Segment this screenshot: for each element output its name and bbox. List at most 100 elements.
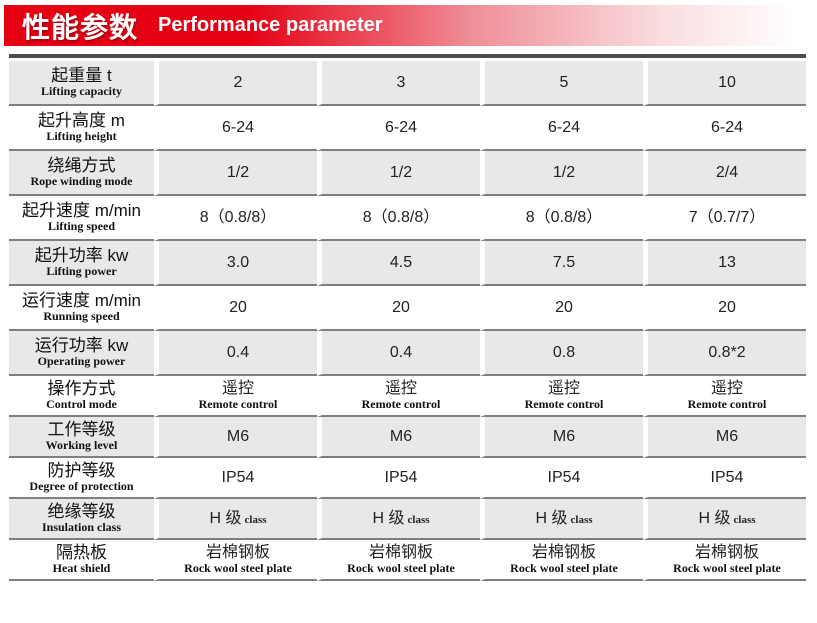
value-sub: Rock wool steel plate xyxy=(673,561,781,576)
value-main: M6 xyxy=(389,427,413,445)
value-cell: 遥控 Remote control xyxy=(154,376,317,417)
value-main: 10 xyxy=(718,73,736,91)
row-label-zh: 绝缘等级 xyxy=(47,501,116,521)
row-label-zh: 运行功率 kw xyxy=(34,335,129,355)
value-cell: 5 xyxy=(480,61,643,106)
row-label-cell: 绕绳方式 Rope winding mode xyxy=(9,151,154,196)
row-label-en: Lifting speed xyxy=(47,219,115,234)
row-label-zh: 操作方式 xyxy=(47,378,116,398)
value-cell: 3 xyxy=(317,61,480,106)
row-label-zh: 绕绳方式 xyxy=(47,155,116,175)
value-cell: 岩棉钢板 Rock wool steel plate xyxy=(317,540,480,581)
value-main: 3 xyxy=(396,73,406,91)
row-label-en: Lifting height xyxy=(46,129,117,144)
value-cell: H 级 class xyxy=(154,499,317,540)
value-main: 岩棉钢板 xyxy=(531,544,596,561)
value-main: 13 xyxy=(718,253,736,271)
value-cell: 7（0.7/7） xyxy=(643,196,806,241)
value-sub: Remote control xyxy=(524,397,604,412)
value-main: IP54 xyxy=(221,468,255,486)
table-row: 运行功率 kw Operating power 0.4 0.4 0.8 0.8*2 xyxy=(9,331,806,376)
value-main: 6-24 xyxy=(710,118,744,136)
value-main: 遥控 xyxy=(384,380,417,397)
value-main: 0.4 xyxy=(226,343,250,361)
row-label-cell: 起升高度 m Lifting height xyxy=(9,106,154,151)
value-cell: 6-24 xyxy=(480,106,643,151)
row-label-cell: 运行速度 m/min Running speed xyxy=(9,286,154,331)
row-label-zh: 隔热板 xyxy=(56,542,107,562)
row-label-en: Insulation class xyxy=(41,520,122,535)
value-cell: 20 xyxy=(480,286,643,331)
value-cell: 遥控 Remote control xyxy=(643,376,806,417)
value-sub: Remote control xyxy=(687,397,767,412)
value-main: 6-24 xyxy=(547,118,581,136)
value-main: IP54 xyxy=(547,468,581,486)
value-cell: 20 xyxy=(317,286,480,331)
performance-table: 起重量 t Lifting capacity 2 3 5 10 起升高度 m Lifting … xyxy=(9,61,806,581)
value-main: 5 xyxy=(559,73,569,91)
table-row: 起升速度 m/min Lifting speed 8（0.8/8） 8（0.8/8） 8… xyxy=(9,196,806,241)
value-cell: 1/2 xyxy=(480,151,643,196)
value-main: 1/2 xyxy=(552,163,576,181)
table-row: 防护等级 Degree of protection IP54 IP54 IP54 IP54 xyxy=(9,458,806,499)
value-small-suffix: class xyxy=(570,513,593,526)
row-label-cell: 操作方式 Control mode xyxy=(9,376,154,417)
value-main: 遥控 xyxy=(547,380,580,397)
row-label-cell: 隔热板 Heat shield xyxy=(9,540,154,581)
row-label-cell: 绝缘等级 Insulation class xyxy=(9,499,154,540)
value-cell: M6 xyxy=(154,417,317,458)
value-cell: 6-24 xyxy=(317,106,480,151)
row-label-en: Working level xyxy=(45,438,118,453)
row-label-en: Operating power xyxy=(37,354,126,369)
value-cell: 6-24 xyxy=(154,106,317,151)
value-cell: IP54 xyxy=(643,458,806,499)
value-main: 7（0.7/7） xyxy=(688,208,766,226)
value-cell: IP54 xyxy=(317,458,480,499)
row-label-zh: 起重量 t xyxy=(51,65,112,85)
value-main: 7.5 xyxy=(552,253,576,271)
value-main: 3.0 xyxy=(226,253,250,271)
value-cell: 7.5 xyxy=(480,241,643,286)
value-small-suffix: class xyxy=(244,513,267,526)
row-label-zh: 起升速度 m/min xyxy=(22,200,141,220)
value-cell: 遥控 Remote control xyxy=(480,376,643,417)
value-cell: 8（0.8/8） xyxy=(317,196,480,241)
table-row: 起重量 t Lifting capacity 2 3 5 10 xyxy=(9,61,806,106)
value-main: 8（0.8/8） xyxy=(362,208,440,226)
table-row: 绕绳方式 Rope winding mode 1/2 1/2 1/2 2/4 xyxy=(9,151,806,196)
value-cell: 2 xyxy=(154,61,317,106)
value-cell: 0.4 xyxy=(317,331,480,376)
value-main: IP54 xyxy=(384,468,418,486)
row-label-zh: 运行速度 m/min xyxy=(22,290,141,310)
value-main: 2/4 xyxy=(715,163,739,181)
value-main: 岩棉钢板 xyxy=(694,544,759,561)
value-cell: M6 xyxy=(643,417,806,458)
row-label-en: Running speed xyxy=(43,309,120,324)
table-row: 起升功率 kw Lifting power 3.0 4.5 7.5 13 xyxy=(9,241,806,286)
value-cell: 0.8*2 xyxy=(643,331,806,376)
value-main: 20 xyxy=(555,298,573,316)
value-cell: H 级 class xyxy=(480,499,643,540)
value-cell: 1/2 xyxy=(154,151,317,196)
value-main: 遥控 xyxy=(710,380,743,397)
performance-parameter-banner: 性能参数 Performance parameter xyxy=(4,5,813,46)
spec-sheet-page: 性能参数 Performance parameter 起重量 t Lifting … xyxy=(0,5,817,581)
value-cell: 0.4 xyxy=(154,331,317,376)
banner-title-zh: 性能参数 xyxy=(22,11,139,43)
value-main: 20 xyxy=(718,298,736,316)
banner-title-en: Performance parameter xyxy=(158,14,383,36)
value-cell: 3.0 xyxy=(154,241,317,286)
row-label-en: Degree of protection xyxy=(29,479,134,494)
value-sub: Rock wool steel plate xyxy=(510,561,618,576)
value-main: M6 xyxy=(226,427,250,445)
value-main: 岩棉钢板 xyxy=(205,544,270,561)
value-cell: 岩棉钢板 Rock wool steel plate xyxy=(154,540,317,581)
value-main: 20 xyxy=(229,298,247,316)
row-label-cell: 工作等级 Working level xyxy=(9,417,154,458)
value-main: M6 xyxy=(715,427,739,445)
value-main: 8（0.8/8） xyxy=(199,208,277,226)
value-cell: 8（0.8/8） xyxy=(154,196,317,241)
value-main: 2 xyxy=(233,73,243,91)
value-main: 20 xyxy=(392,298,410,316)
